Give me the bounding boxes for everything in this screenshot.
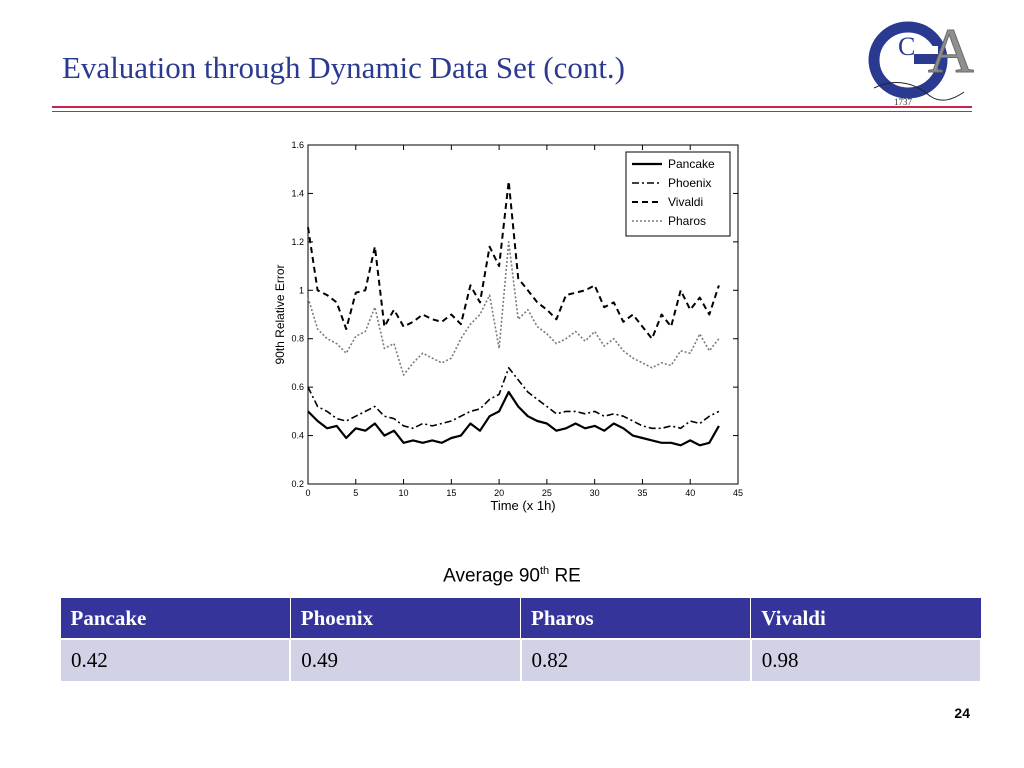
title-divider [52,106,972,108]
x-tick-label: 5 [353,488,358,498]
header-vivaldi: Vivaldi [750,597,982,640]
university-seal-icon: A C 1737 [868,15,974,107]
y-tick-label: 1.2 [291,237,304,247]
table-header-row: Pancake Phoenix Pharos Vivaldi [59,597,982,640]
x-tick-label: 40 [685,488,695,498]
x-tick-label: 20 [494,488,504,498]
caption-suffix: RE [549,565,581,587]
cell-pancake: 0.42 [58,638,292,683]
series-line-vivaldi [307,180,720,340]
title-divider-thin [52,111,972,112]
y-tick-label: 0.6 [291,382,304,392]
svg-text:C: C [898,32,915,61]
x-tick-label: 0 [305,488,310,498]
header-phoenix: Phoenix [289,597,522,640]
caption-superscript: th [539,565,550,577]
x-tick-label: 10 [399,488,409,498]
legend-label-phoenix: Phoenix [668,176,711,190]
line-chart: 0 5 10 15 20 25 30 35 40 45 0.2 0.4 0.6 0.8 1 1.2 1.4 1.6… [258,135,750,521]
y-axis-label: 90th Relative Error [273,264,287,364]
x-tick-label: 45 [733,488,743,498]
y-tick-label: 1.4 [291,188,304,198]
x-tick-label: 25 [542,488,552,498]
table-caption: Average 90th RE [0,565,1024,587]
legend-box [625,151,731,237]
series-line-pancake [307,390,720,447]
y-tick-label: 0.8 [291,334,304,344]
cell-phoenix: 0.49 [289,638,522,683]
y-tick-label: 0.2 [291,479,304,489]
page-number: 24 [954,705,970,721]
y-tick-label: 1 [299,285,304,295]
y-tick-label: 1.6 [291,140,304,150]
cell-vivaldi: 0.98 [749,638,983,683]
slide-title: Evaluation through Dynamic Data Set (con… [62,50,626,85]
series-line-pharos [307,241,720,376]
results-table: Pancake Phoenix Pharos Vivaldi 0.42 0.49… [58,597,983,683]
y-tick-label: 0.4 [291,431,304,441]
x-axis-label: Time (x 1h) [490,498,555,513]
svg-text:A: A [928,15,974,86]
caption-prefix: Average 90 [443,565,540,587]
chart-canvas: 0 5 10 15 20 25 30 35 40 45 0.2 0.4 0.6 0.8 1 1.2 1.4 1.6… [273,140,743,513]
cell-pharos: 0.82 [519,638,752,683]
legend-label-pharos: Pharos [668,214,706,228]
x-tick-label: 30 [590,488,600,498]
header-pharos: Pharos [519,597,752,640]
seal-year: 1737 [894,97,913,107]
x-tick-label: 15 [446,488,456,498]
legend-label-pancake: Pancake [668,157,715,171]
table-row: 0.42 0.49 0.82 0.98 [58,638,983,683]
series-line-phoenix [307,367,720,430]
x-tick-label: 35 [637,488,647,498]
header-pancake: Pancake [59,597,291,640]
legend-label-vivaldi: Vivaldi [668,195,703,209]
